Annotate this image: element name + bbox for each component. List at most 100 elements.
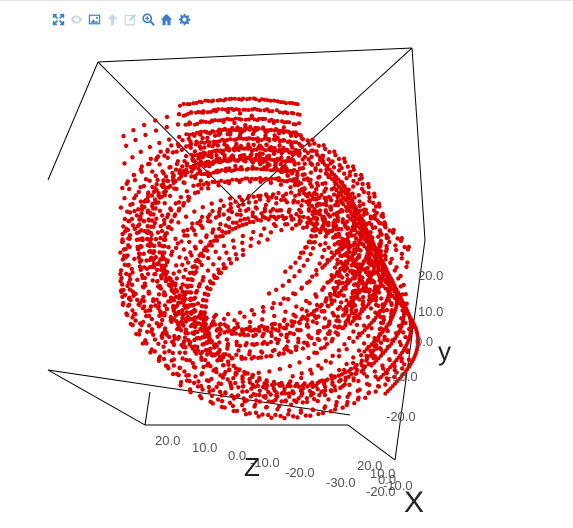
scatter-point [234,167,239,172]
scatter-point [246,108,251,112]
scatter-point [309,233,314,239]
scatter-point [344,347,349,352]
scatter-point [321,309,326,314]
scatter-point [231,408,236,414]
scatter-point [345,225,351,231]
scatter-point [384,307,390,313]
scatter-point [287,363,293,369]
scatter-point [191,309,196,315]
toggle-visibility-button[interactable] [68,11,84,27]
scatter-point [371,200,376,206]
scatter-point [212,345,217,350]
scatter-point [147,144,153,150]
box-edge [97,47,413,63]
scatter-point [242,399,247,404]
scatter-point [285,148,290,153]
scatter-point [250,137,255,141]
scatter-point [206,160,210,165]
scatter-point [295,102,300,107]
scatter-point [293,260,298,265]
scatter-point [195,344,200,349]
scatter-point [254,177,259,181]
scatter-point [328,161,333,166]
scatter-point [300,346,306,351]
scatter-point [364,353,369,359]
scatter-point [374,343,379,348]
scatter-point [329,301,334,306]
scatter-point [158,149,163,154]
scatter-point [178,328,184,333]
scatter-point [236,224,242,229]
scatter-point [299,375,304,381]
move-up-button[interactable] [104,11,120,27]
scatter-point [201,110,206,115]
scatter-point [247,349,252,354]
scatter-point [204,298,209,303]
scatter-point [294,399,299,405]
scatter-point [340,280,345,286]
scatter-point [161,171,166,176]
scatter-point [359,281,365,286]
scatter-point [351,355,356,360]
scatter-point [133,193,139,198]
edit-button[interactable] [122,11,138,27]
scatter-point [205,135,210,140]
scatter-point [325,303,330,308]
scatter-point [370,225,376,230]
scatter-point [241,153,247,158]
save-image-button[interactable] [86,11,102,27]
scatter-point [286,408,292,413]
scatter-point [305,194,310,199]
scatter-point [246,166,251,171]
scatter-point [149,193,155,198]
scatter-point [324,230,330,235]
scatter-point [342,370,348,375]
scatter-point [385,235,391,240]
scatter-point [367,382,372,388]
scatter-point [301,214,306,220]
scatter-point [184,373,189,378]
scatter-point [309,335,314,341]
scatter-point [213,234,219,239]
scatter-point [120,185,125,191]
scatter-point [285,383,290,389]
scatter-point [214,328,219,333]
zoom-in-button[interactable] [140,11,156,27]
scatter-point [143,198,148,203]
scatter-point [118,205,124,210]
scatter-point [227,367,232,372]
scatter-point [164,277,169,282]
scatter-point [396,276,401,281]
scatter-point [233,116,238,121]
scatter-point [249,386,254,391]
scatter-point [158,322,164,327]
scatter-point [244,156,249,161]
settings-button[interactable] [176,11,192,27]
scatter-point [372,191,377,196]
scatter-point [229,209,235,215]
scatter-point [275,119,280,123]
scatter-point [233,252,239,257]
scatter-point [272,98,277,103]
home-button[interactable] [158,11,174,27]
scatter-point [338,259,344,265]
scatter-point [139,273,145,278]
scatter-point [146,190,151,195]
scatter-point [207,164,212,169]
scatter-point [121,224,126,229]
scatter-point [324,341,330,347]
scatter-point [284,101,288,106]
box-edge [144,391,151,426]
scatter-point [205,186,211,191]
scatter-point [179,319,184,324]
scatter-point [215,148,220,153]
scatter-point [272,128,277,133]
scatter-point [122,253,127,259]
scatter-point [250,213,255,219]
scatter-point [232,120,237,126]
scatter-point [353,257,359,262]
fullscreen-button[interactable] [50,11,66,27]
scatter-point [245,216,251,221]
scatter-point [291,169,296,174]
